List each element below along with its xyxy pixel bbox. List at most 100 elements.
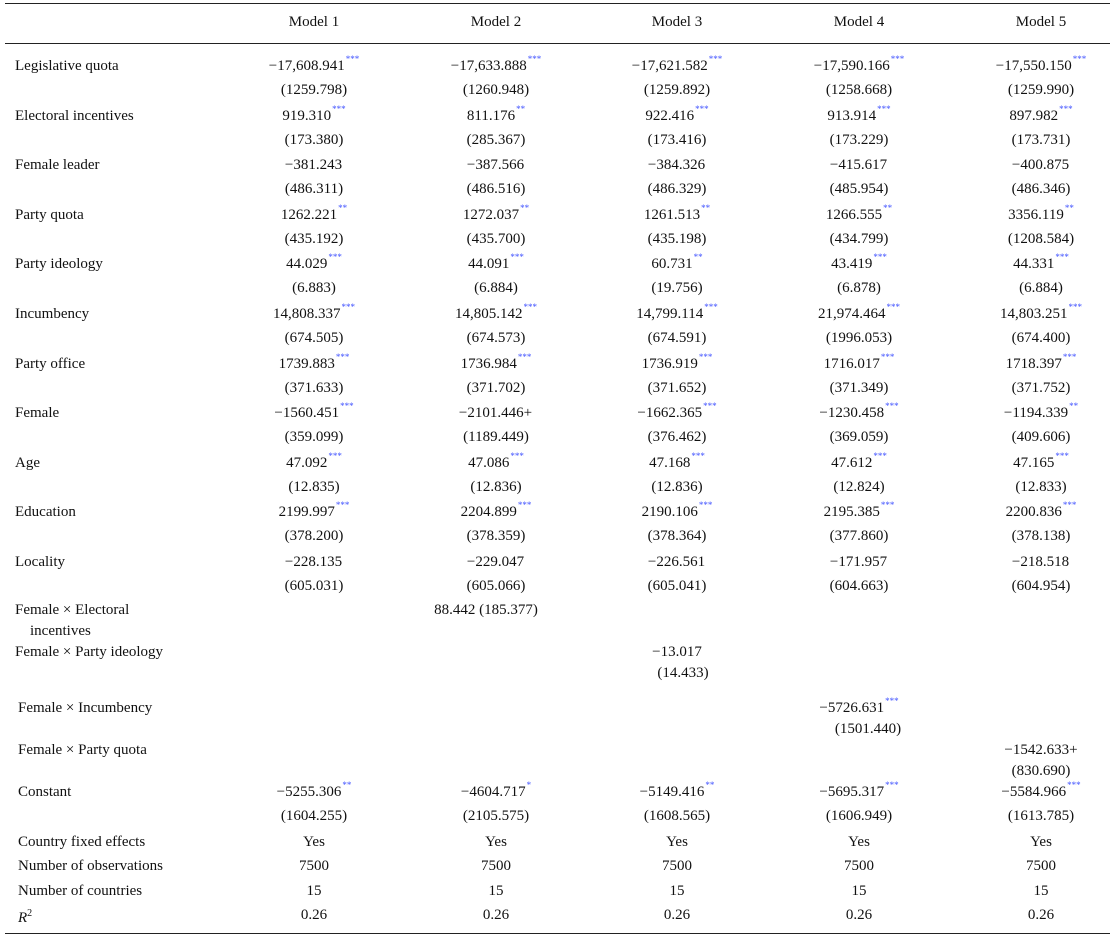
coef-value: 2195.385 xyxy=(823,504,880,520)
coef-cell: −228.135 xyxy=(285,553,343,571)
se-cell: (434.799) xyxy=(829,231,889,247)
se-cell: (1258.668) xyxy=(825,82,893,98)
coef-cell: 47.086*** xyxy=(468,452,524,472)
se-cell: (674.505) xyxy=(284,330,344,346)
coef-cell: 44.029*** xyxy=(286,253,342,273)
footer-value: 15 xyxy=(488,883,504,899)
coef-cell: 2200.836*** xyxy=(1006,500,1077,521)
se-cell: (378.138) xyxy=(1011,528,1071,544)
row-label-female-x-electoral: Female × Electoral xyxy=(15,602,130,618)
se-cell: (12.836) xyxy=(651,479,703,495)
significance-stars: *** xyxy=(510,252,524,262)
footer-value: 15 xyxy=(1033,883,1049,899)
significance-stars: *** xyxy=(332,104,346,114)
significance-stars: *** xyxy=(695,104,709,114)
coef-cell: 47.612*** xyxy=(831,452,887,472)
significance-stars: *** xyxy=(1072,54,1087,64)
significance-stars: ** xyxy=(1064,203,1074,213)
coef-value: 913.914 xyxy=(827,108,877,124)
se-cell: (605.031) xyxy=(284,578,344,594)
coef-value: 60.731 xyxy=(651,256,693,272)
coef-female-x-electoral: 88.442 (185.377) xyxy=(434,602,538,618)
coef-value: −17,608.941 xyxy=(268,58,345,74)
se-cell: (173.229) xyxy=(829,132,889,148)
coef-cell: −226.561 xyxy=(648,553,706,571)
significance-stars: *** xyxy=(527,54,542,64)
coef-value: 2190.106 xyxy=(641,504,698,520)
coef-cell: −17,633.888*** xyxy=(451,54,542,75)
significance-stars: *** xyxy=(1062,500,1077,510)
column-header-model-3: Model 3 xyxy=(651,14,703,30)
coef-value: 1716.017 xyxy=(823,356,880,372)
r-exponent: 2 xyxy=(27,908,33,919)
coef-value: −17,621.582 xyxy=(631,58,708,74)
coef-value: 919.310 xyxy=(282,108,332,124)
significance-stars: * xyxy=(526,780,532,790)
coef-value: 1718.397 xyxy=(1005,356,1062,372)
row-label: Education xyxy=(15,504,76,520)
coef-value: −1560.451 xyxy=(274,405,340,421)
coef-value: 44.029 xyxy=(286,256,328,272)
footer-label: Country fixed effects xyxy=(18,834,146,850)
footer-value: 15 xyxy=(669,883,685,899)
coef-cell: −229.047 xyxy=(467,553,525,571)
row-label-female-x-incumbency: Female × Incumbency xyxy=(18,700,153,716)
row-label: Age xyxy=(15,455,40,471)
se-cell: (674.573) xyxy=(466,330,526,346)
row-label: Party quota xyxy=(15,207,84,223)
footer-value: Yes xyxy=(303,834,325,850)
coef-cell: 922.416*** xyxy=(645,104,709,125)
se-cell: (6.878) xyxy=(837,280,881,296)
coef-cell: 1262.221** xyxy=(281,204,347,224)
coef-value: −381.243 xyxy=(284,157,343,173)
significance-stars: ** xyxy=(520,203,530,213)
constant-coef-cell: −4604.717* xyxy=(461,780,532,801)
se-cell: (486.329) xyxy=(647,181,707,197)
coef-value: 44.331 xyxy=(1013,256,1055,272)
coef-cell: 47.168*** xyxy=(649,452,705,472)
coef-cell: −400.875 xyxy=(1012,156,1070,174)
row-label: Locality xyxy=(15,554,65,570)
row-label-constant: Constant xyxy=(18,784,72,800)
constant-coef-cell: −5584.966*** xyxy=(1001,781,1080,801)
coef-cell: 60.731** xyxy=(651,253,702,273)
constant-se-cell: (1604.255) xyxy=(280,808,348,824)
se-cell: (371.702) xyxy=(466,380,526,396)
coef-value: −171.957 xyxy=(829,554,888,570)
significance-stars: *** xyxy=(698,352,713,362)
row-label: Incumbency xyxy=(15,306,90,322)
se-cell: (369.059) xyxy=(829,429,889,445)
se-cell: (605.041) xyxy=(647,578,707,594)
significance-stars: *** xyxy=(1059,104,1073,114)
coef-cell: 1261.513** xyxy=(644,204,710,224)
coef-cell: −381.243 xyxy=(285,156,343,174)
se-cell: (605.066) xyxy=(466,578,526,594)
coef-cell: 14,799.114*** xyxy=(636,302,718,323)
coef-cell: −415.617 xyxy=(830,156,888,174)
coef-value: 2204.899 xyxy=(460,504,517,520)
significance-stars: ** xyxy=(883,203,893,213)
significance-stars: *** xyxy=(517,352,532,362)
se-cell: (1260.948) xyxy=(462,82,530,98)
coef-cell: 14,803.251*** xyxy=(1000,303,1082,323)
se-female-x-party-ideology: (14.433) xyxy=(657,665,709,681)
coef-value: 44.091 xyxy=(468,256,510,272)
coef-cell: −384.326 xyxy=(648,156,706,174)
row-label: Legislative quota xyxy=(15,58,119,74)
se-cell: (376.462) xyxy=(647,429,707,445)
coef-value: 897.982 xyxy=(1009,108,1059,124)
coef-cell: −17,550.150*** xyxy=(996,54,1087,75)
se-cell: (486.311) xyxy=(284,181,344,197)
significance-stars: *** xyxy=(704,302,718,312)
footer-value: 15 xyxy=(306,883,322,899)
significance-stars: ** xyxy=(516,104,526,114)
significance-stars: *** xyxy=(885,401,899,411)
bottom-rule xyxy=(5,933,1110,934)
coef-cell: 21,974.464*** xyxy=(818,303,900,323)
se-cell: (377.860) xyxy=(829,528,889,544)
se-cell: (1259.892) xyxy=(643,82,711,98)
r-squared-value: 0.26 xyxy=(845,907,873,923)
coef-value: −1662.365 xyxy=(637,405,703,421)
coef-value: −387.566 xyxy=(466,157,525,173)
coef-value: −2101.446+ xyxy=(458,405,533,421)
